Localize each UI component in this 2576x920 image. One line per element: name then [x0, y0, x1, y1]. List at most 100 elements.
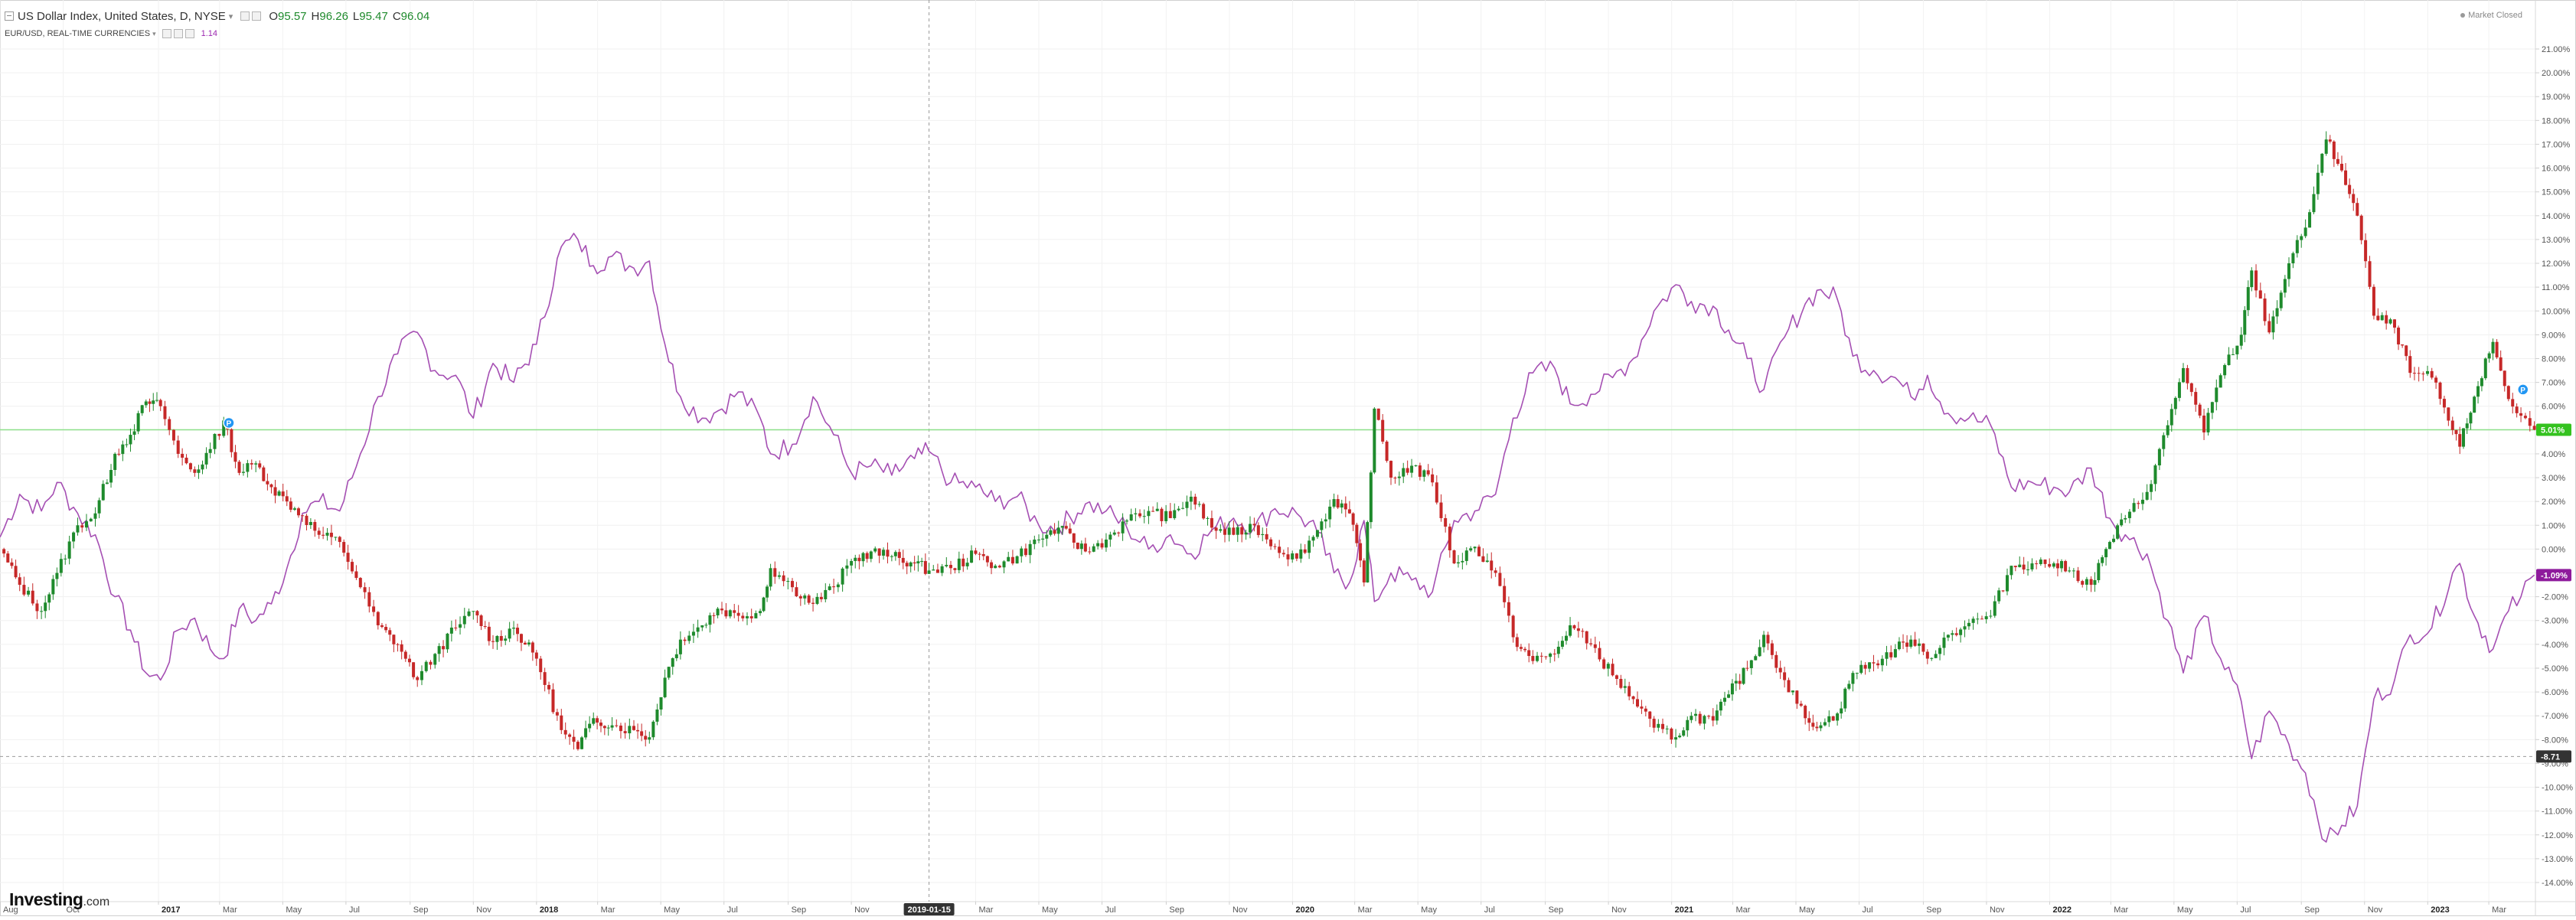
candle-down [2344, 170, 2348, 185]
candle-up [1930, 657, 1934, 659]
candle-up [1859, 664, 1863, 674]
candle-up [89, 518, 93, 522]
candle-up [508, 628, 511, 639]
candle-down [1010, 556, 1014, 564]
candle-up [420, 670, 423, 680]
candle-down [2202, 415, 2206, 432]
candle-down [516, 628, 520, 635]
candle-down [1088, 551, 1092, 553]
candle-down [2393, 319, 2396, 328]
candle-up [1464, 550, 1468, 561]
candle-up [109, 470, 113, 483]
candle-up [51, 579, 55, 595]
x-tick-label: Nov [1611, 905, 1627, 915]
x-tick-label: Jul [1863, 905, 1873, 915]
candle-down [644, 736, 648, 740]
candle-down [193, 469, 197, 473]
candle-up [663, 677, 667, 697]
candle-up [2010, 566, 2013, 576]
x-tick-label: Nov [854, 905, 870, 915]
candle-down [2376, 315, 2380, 321]
candle-up [40, 611, 44, 612]
candle-down [1435, 482, 1438, 503]
candle-up [882, 550, 886, 556]
candle-down [1602, 659, 1606, 669]
candle-up [2469, 413, 2473, 424]
x-tick-label: Jul [349, 905, 360, 915]
candle-down [1439, 502, 1443, 518]
candle-down [865, 553, 869, 560]
compare-symbol-title[interactable]: EUR/USD, REAL-TIME CURRENCIES [5, 29, 151, 38]
y-tick-label: -5.00% [2542, 664, 2568, 674]
candle-up [2039, 560, 2042, 564]
candle-up [584, 728, 588, 738]
candle-down [2385, 315, 2388, 324]
candle-down [1670, 728, 1673, 740]
settings-icon[interactable] [240, 11, 250, 21]
compare-eye-icon[interactable] [162, 29, 171, 38]
y-tick-label: -11.00% [2542, 807, 2572, 817]
candle-down [523, 642, 527, 645]
event-marker-icon[interactable] [2517, 383, 2529, 396]
candle-down [273, 487, 277, 496]
candle-up [1328, 506, 1332, 520]
close-icon[interactable] [252, 11, 262, 21]
compare-symbol-row: EUR/USD, REAL-TIME CURRENCIES ▾ 1.14 [5, 27, 434, 41]
compare-chevron-down-icon[interactable]: ▾ [152, 29, 156, 38]
candle-down [1611, 664, 1614, 676]
candle-down [483, 625, 487, 627]
candle-down [1452, 550, 1456, 564]
candle-down [923, 561, 927, 574]
x-tick-label: Nov [1232, 905, 1248, 915]
candle-up [1028, 543, 1032, 556]
candle-up [1843, 688, 1847, 709]
candle-down [563, 729, 567, 735]
candle-up [2150, 484, 2153, 492]
candle-down [1214, 527, 1218, 531]
candle-up [1185, 501, 1189, 508]
candle-up [129, 435, 132, 445]
candle-up [1033, 539, 1037, 544]
candle-up [2388, 319, 2392, 324]
candle-up [1742, 667, 1745, 684]
candle-down [1151, 511, 1155, 512]
compare-settings-icon[interactable] [173, 29, 183, 38]
candle-up [1206, 517, 1210, 519]
x-tick-label: Mar [1358, 905, 1373, 915]
candle-down [1256, 525, 1260, 536]
candle-down [1585, 631, 1588, 644]
candle-up [76, 525, 80, 533]
candle-up [1324, 519, 1327, 522]
symbol-title[interactable]: US Dollar Index, United States, D, NYSE [18, 9, 226, 23]
candle-down [1303, 549, 1307, 553]
candle-down [475, 611, 479, 616]
event-marker-icon[interactable] [223, 416, 235, 429]
candle-up [1299, 549, 1303, 559]
x-tick-label: Sep [413, 905, 429, 915]
candle-down [317, 530, 321, 535]
candle-up [769, 568, 772, 587]
candle-up [1181, 507, 1185, 509]
y-tick-label: 17.00% [2542, 140, 2571, 149]
usd-index-candles[interactable] [2, 131, 2536, 751]
candle-down [1053, 530, 1056, 534]
candle-up [861, 553, 865, 562]
compare-close-icon[interactable] [184, 29, 194, 38]
candle-up [932, 569, 935, 571]
candle-down [1498, 573, 1502, 586]
candle-up [1173, 510, 1177, 518]
candle-up [424, 661, 428, 671]
candle-up [2153, 465, 2157, 484]
candle-down [2438, 382, 2442, 400]
candle-down [1100, 543, 1104, 548]
candle-down [2506, 386, 2510, 400]
collapse-legend-icon[interactable] [5, 11, 14, 21]
candle-up [144, 401, 148, 406]
candle-up [1762, 635, 1766, 648]
chevron-down-icon[interactable]: ▾ [228, 11, 233, 21]
candle-down [782, 575, 785, 582]
candle-up [2210, 402, 2214, 413]
